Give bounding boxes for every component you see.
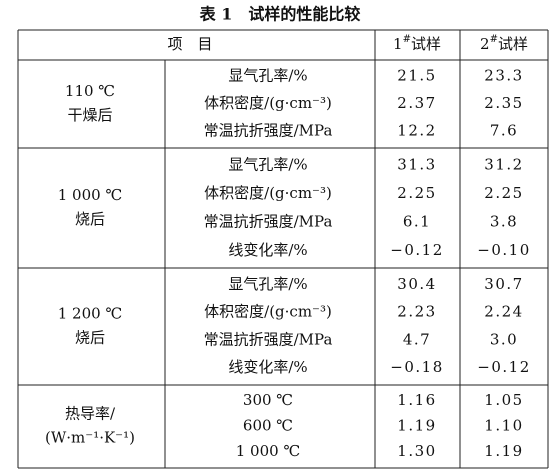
group-label: 1 000 ℃ bbox=[58, 186, 123, 204]
cell-value: 23.3 bbox=[484, 67, 523, 85]
cell-value: 21.5 bbox=[397, 67, 436, 85]
sample-number: 1 bbox=[393, 35, 403, 53]
cell-value: 30.4 bbox=[397, 275, 436, 293]
cell-value: 1.10 bbox=[484, 417, 523, 435]
cell-value: 1.19 bbox=[397, 417, 436, 435]
row-name: 600 ℃ bbox=[243, 417, 293, 435]
cell-value: 12.2 bbox=[397, 121, 436, 139]
row-name: 体积密度/(g·cm⁻³) bbox=[204, 94, 332, 112]
row-name: 显气孔率/% bbox=[228, 155, 307, 173]
cell-value: 1.05 bbox=[484, 391, 523, 409]
cell-value: 1.30 bbox=[397, 442, 436, 460]
row-name: 显气孔率/% bbox=[228, 67, 307, 85]
cell-value: 1.16 bbox=[397, 391, 436, 409]
cell-value: −0.18 bbox=[390, 358, 443, 376]
sample-text: 试样 bbox=[411, 35, 441, 53]
group-label: 热导率/ bbox=[65, 405, 116, 423]
row-name: 线变化率/% bbox=[228, 241, 307, 259]
row-name: 1 000 ℃ bbox=[236, 442, 301, 460]
sample-header: 1#试样 bbox=[393, 34, 441, 54]
group-label: 110 ℃ bbox=[65, 82, 115, 100]
cell-value: 2.25 bbox=[484, 184, 523, 202]
sample-text: 试样 bbox=[498, 35, 528, 53]
header-item: 项 目 bbox=[167, 35, 212, 53]
cell-value: 2.23 bbox=[397, 303, 436, 321]
group-label: (W·m⁻¹·K⁻¹) bbox=[45, 429, 135, 447]
cell-value: 6.1 bbox=[403, 212, 431, 230]
cell-value: 30.7 bbox=[484, 275, 523, 293]
cell-value: 2.24 bbox=[484, 303, 523, 321]
cell-value: −0.12 bbox=[477, 358, 530, 376]
group-label: 烧后 bbox=[75, 329, 105, 347]
sample-sup: # bbox=[490, 34, 498, 45]
cell-value: −0.10 bbox=[477, 241, 530, 259]
group-label: 1 200 ℃ bbox=[58, 305, 123, 323]
row-name: 体积密度/(g·cm⁻³) bbox=[204, 303, 332, 321]
sample-sup: # bbox=[403, 34, 411, 45]
row-name: 体积密度/(g·cm⁻³) bbox=[204, 184, 332, 202]
row-name: 线变化率/% bbox=[228, 358, 307, 376]
group-label: 干燥后 bbox=[67, 106, 112, 124]
cell-value: 7.6 bbox=[490, 121, 518, 139]
sample-number: 2 bbox=[480, 35, 490, 53]
cell-value: 2.35 bbox=[484, 94, 523, 112]
cell-value: 3.0 bbox=[490, 330, 518, 348]
row-name: 常温抗折强度/MPa bbox=[204, 330, 333, 348]
cell-value: 2.37 bbox=[397, 94, 436, 112]
row-name: 300 ℃ bbox=[243, 391, 293, 409]
row-name: 常温抗折强度/MPa bbox=[204, 121, 333, 139]
cell-value: 31.3 bbox=[397, 155, 436, 173]
cell-value: 31.2 bbox=[484, 155, 523, 173]
sample-header: 2#试样 bbox=[480, 34, 528, 54]
row-name: 常温抗折强度/MPa bbox=[204, 212, 333, 230]
table-title: 表 1 试样的性能比较 bbox=[199, 5, 361, 24]
cell-value: −0.12 bbox=[390, 241, 443, 259]
cell-value: 2.25 bbox=[397, 184, 436, 202]
cell-value: 3.8 bbox=[490, 212, 518, 230]
cell-value: 4.7 bbox=[403, 330, 431, 348]
group-label: 烧后 bbox=[75, 210, 105, 228]
cell-value: 1.19 bbox=[484, 442, 523, 460]
row-name: 显气孔率/% bbox=[228, 275, 307, 293]
